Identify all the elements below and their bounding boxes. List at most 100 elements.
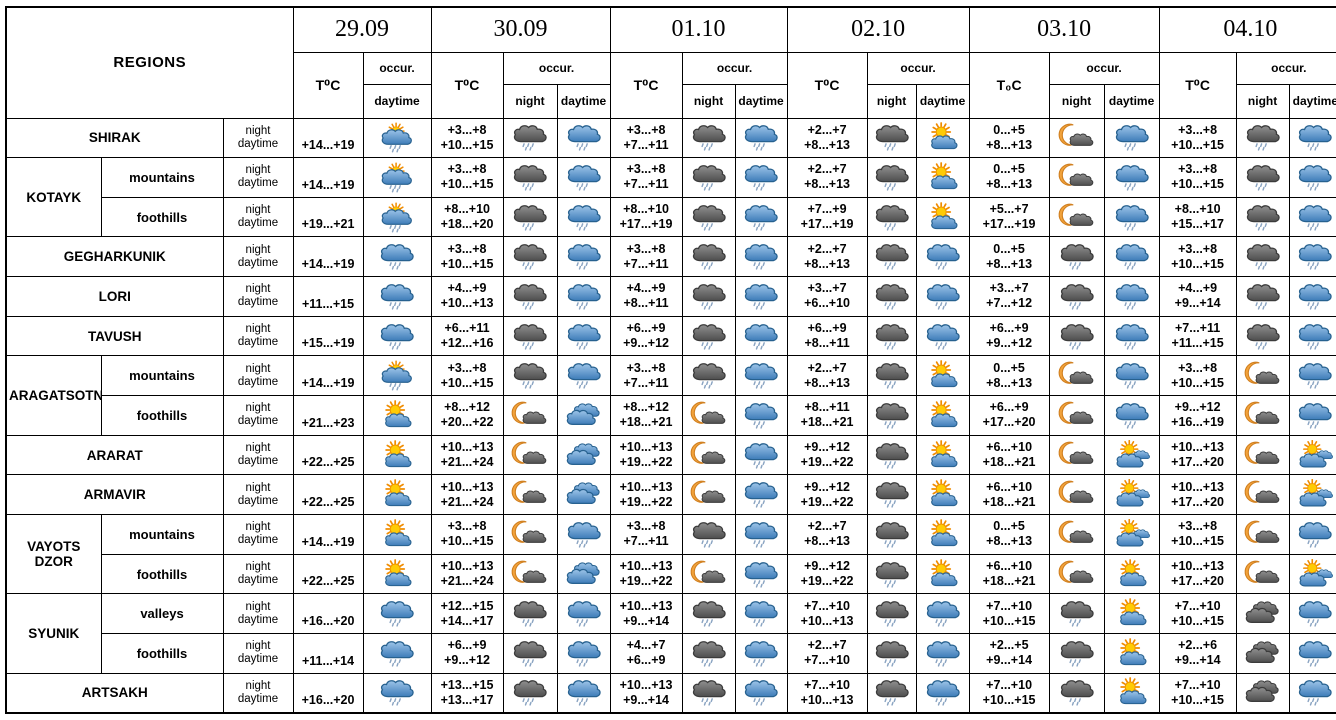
- sun-cloud-icon: [1110, 638, 1154, 669]
- temp-cell: +13...+15 +13...+17: [430, 672, 504, 714]
- daytime-temp: +16...+19: [1171, 415, 1224, 430]
- rain-dark-icon: [687, 677, 731, 708]
- rain-blue-icon: [375, 598, 419, 629]
- night-temp: +7...+10: [1174, 598, 1221, 613]
- night-temp: +10...+13: [440, 559, 494, 574]
- night-temp: +2...+7: [807, 241, 847, 256]
- moon-cloud-icon: [687, 559, 731, 590]
- sun-cloud-icon: [375, 400, 419, 431]
- forecast-row: ARTSAKH night daytime +16...+20 +13...+15 +13…: [5, 672, 1336, 714]
- moon-cloud-icon: [1241, 400, 1285, 431]
- night-weather-cell: [1235, 672, 1290, 714]
- temp-cell: +3...+8 +10...+15: [1158, 157, 1237, 198]
- temp-cell: +6...+9 +9...+12: [968, 315, 1050, 357]
- rain-blue-icon: [1110, 281, 1154, 312]
- night-weather-cell: [866, 434, 917, 476]
- night-weather-cell: [681, 157, 736, 198]
- rain-dark-icon: [1055, 241, 1099, 272]
- moon-cloud-icon: [1241, 440, 1285, 471]
- night-weather-cell: [681, 514, 736, 555]
- night-temp: +12...+15: [440, 598, 494, 613]
- temp-cell: +14...+19: [292, 117, 364, 159]
- daytime-weather-cell: [1288, 315, 1336, 357]
- daytime-weather-cell: [362, 276, 432, 317]
- date-header: 29.09: [292, 6, 432, 53]
- daytime-weather-cell: [915, 236, 970, 278]
- daytime-weather-cell: [556, 434, 611, 476]
- night-header: night: [502, 83, 558, 119]
- daytime-weather-cell: [362, 157, 432, 198]
- daytime-temp: +19...+22: [800, 455, 854, 470]
- daytime-temp: +9...+14: [623, 613, 669, 628]
- temp-cell: +3...+7 +6...+10: [786, 276, 868, 317]
- night-weather-cell: [866, 196, 917, 238]
- rain-blue-icon: [1293, 400, 1336, 431]
- night-weather-cell: [502, 117, 558, 159]
- region-name: GEGHARKUNIK: [5, 236, 224, 278]
- temp-cell: +12...+15 +14...+17: [430, 593, 504, 635]
- day-period-labels: night daytime: [222, 593, 294, 635]
- daytime-weather-cell: [1288, 157, 1336, 198]
- subregion-name: foothills: [100, 633, 224, 674]
- night-temp: +6...+9: [989, 400, 1029, 415]
- daytime-label: daytime: [237, 692, 279, 705]
- rain-blue-icon: [562, 519, 606, 550]
- day-period-labels: night daytime: [222, 196, 294, 238]
- moon-cloud-icon: [508, 479, 552, 510]
- daytime-temp: +17...+19: [619, 217, 673, 232]
- night-weather-cell: [1048, 434, 1105, 476]
- night-temp: +10...+13: [1171, 479, 1224, 494]
- rain-blue-icon: [562, 321, 606, 352]
- night-temp: +3...+8: [447, 162, 487, 177]
- daytime-weather-cell: [915, 672, 970, 714]
- daytime-weather-cell: [1103, 395, 1160, 436]
- night-label: night: [245, 442, 271, 455]
- daytime-temp: +17...+20: [1171, 574, 1224, 589]
- night-weather-cell: [1235, 633, 1290, 674]
- moon-cloud-icon: [1055, 122, 1099, 153]
- night-weather-cell: [681, 276, 736, 317]
- temp-cell: +4...+9 +8...+11: [609, 276, 683, 317]
- daytime-temp: +17...+19: [800, 217, 854, 232]
- rain-dark-icon: [870, 281, 914, 312]
- rain-dark-icon: [870, 400, 914, 431]
- temperature-header: T⁰C: [1158, 51, 1237, 119]
- night-weather-cell: [1235, 514, 1290, 555]
- night-temp: +9...+12: [804, 559, 850, 574]
- night-label: night: [245, 600, 271, 613]
- night-weather-cell: [1048, 276, 1105, 317]
- daytime-weather-cell: [734, 157, 788, 198]
- temp-cell: +10...+13 +19...+22: [609, 553, 683, 595]
- daytime-temp: +7...+11: [623, 137, 669, 152]
- daytime-label: daytime: [237, 653, 279, 666]
- night-temp: +6...+9: [807, 321, 847, 336]
- rain-dark-icon: [870, 638, 914, 669]
- night-weather-cell: [1048, 593, 1105, 635]
- night-weather-cell: [1048, 117, 1105, 159]
- rain-dark-icon: [870, 241, 914, 272]
- daytime-weather-cell: [734, 355, 788, 397]
- subregion-name: foothills: [100, 196, 224, 238]
- night-temp: +8...+11: [804, 400, 850, 415]
- rain-dark-icon: [508, 598, 552, 629]
- rain-dark-icon: [687, 122, 731, 153]
- sun-clouds-icon: [1110, 440, 1154, 471]
- rain-dark-icon: [870, 677, 914, 708]
- temp-cell: 0...+5 +8...+13: [968, 117, 1050, 159]
- rain-blue-icon: [921, 677, 965, 708]
- night-label: night: [245, 640, 271, 653]
- daytime-weather-cell: [556, 474, 611, 516]
- rain-blue-icon: [739, 519, 783, 550]
- night-temp: +10...+13: [619, 559, 673, 574]
- forecast-row: foothills night daytime +19...+21 +8...+10 +1…: [6, 196, 1336, 238]
- night-temp: 0...+5: [993, 122, 1025, 137]
- night-temp: +10...+13: [440, 440, 494, 455]
- daytime-temp: +8...+11: [804, 336, 850, 351]
- daytime-weather-cell: [1103, 434, 1160, 476]
- temp-cell: +14...+19: [292, 236, 364, 278]
- temp-cell: +2...+7 +8...+13: [786, 236, 868, 278]
- daytime-label: daytime: [237, 613, 279, 626]
- daytime-weather-cell: [734, 117, 788, 159]
- night-label: night: [245, 124, 271, 137]
- subregion-name: foothills: [100, 553, 224, 595]
